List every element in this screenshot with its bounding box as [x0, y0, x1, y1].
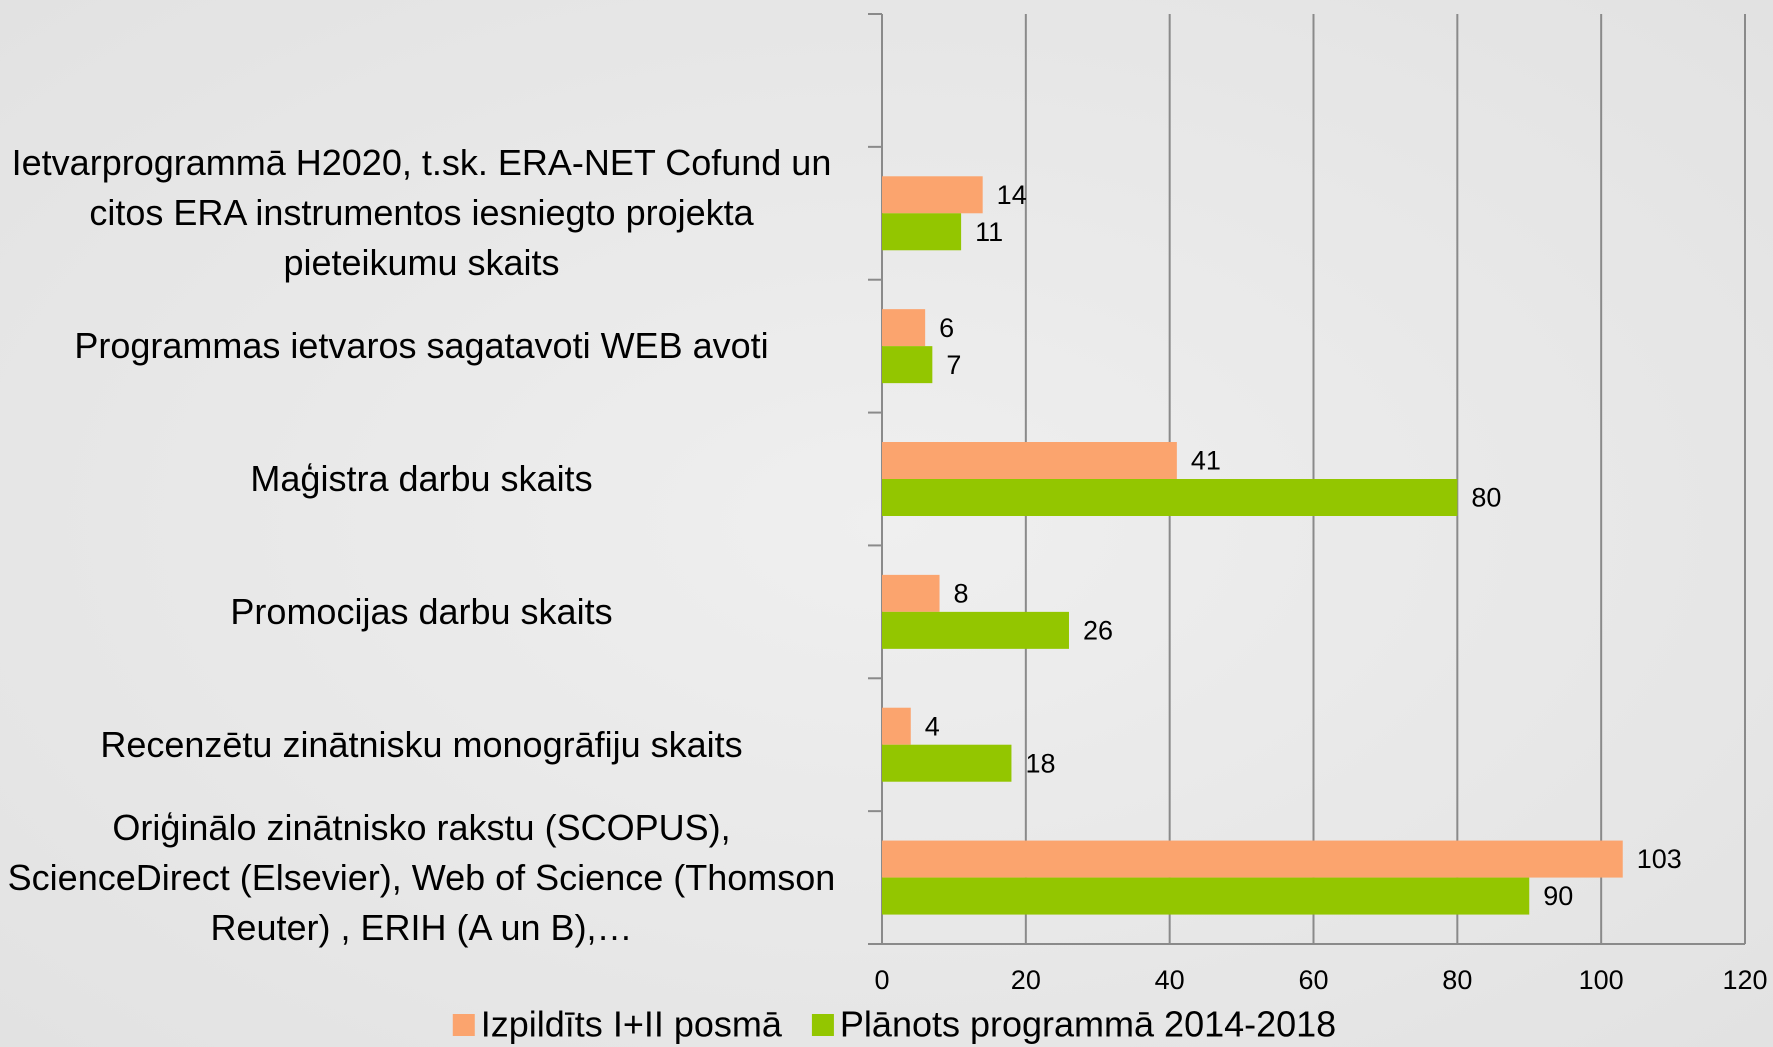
bar	[882, 309, 926, 347]
x-tick-label: 0	[874, 965, 889, 995]
data-label: 80	[1471, 483, 1501, 513]
x-tick-label: 100	[1579, 965, 1624, 995]
legend-label: Izpildīts I+II posmā	[481, 1004, 783, 1045]
bar	[882, 213, 962, 251]
data-label: 8	[954, 578, 969, 608]
legend-swatch	[452, 1014, 475, 1036]
data-label: 90	[1543, 881, 1573, 911]
y-tick-label: Ietvarprogrammā H2020, t.sk. ERA-NET Cof…	[11, 142, 832, 284]
bar	[882, 840, 1623, 878]
x-tick-label: 40	[1155, 965, 1185, 995]
x-tick-label: 120	[1722, 965, 1767, 995]
bar	[882, 176, 983, 214]
data-label: 18	[1025, 748, 1055, 778]
y-tick-label: Promocijas darbu skaits	[230, 590, 613, 632]
bar	[882, 574, 940, 612]
data-label: 7	[946, 350, 961, 380]
data-label: 41	[1191, 446, 1221, 476]
bar	[882, 744, 1012, 782]
x-tick-label: 20	[1011, 965, 1041, 995]
data-label: 14	[997, 180, 1027, 210]
data-label: 4	[925, 711, 940, 741]
data-label: 26	[1083, 615, 1113, 645]
data-label: 103	[1637, 844, 1682, 874]
y-tick-label: Oriģinālo zinātnisko rakstu (SCOPUS), Sc…	[7, 806, 836, 948]
legend-swatch	[811, 1014, 834, 1036]
bar	[882, 346, 933, 384]
legend-label: Plānots programmā 2014-2018	[840, 1004, 1336, 1045]
bar	[882, 479, 1458, 516]
data-label: 11	[975, 217, 1003, 247]
x-tick-label: 80	[1442, 965, 1472, 995]
x-tick-label: 60	[1298, 965, 1328, 995]
y-tick-label: Recenzētu zinātnisku monogrāfiju skaits	[100, 723, 743, 765]
y-tick-label: Maģistra darbu skaits	[250, 458, 593, 499]
bar	[882, 707, 911, 745]
bar	[882, 611, 1069, 649]
data-label: 6	[939, 313, 954, 343]
y-tick-label: Programmas ietvaros sagatavoti WEB avoti	[74, 325, 769, 367]
bar	[882, 442, 1177, 479]
bar	[882, 877, 1530, 915]
